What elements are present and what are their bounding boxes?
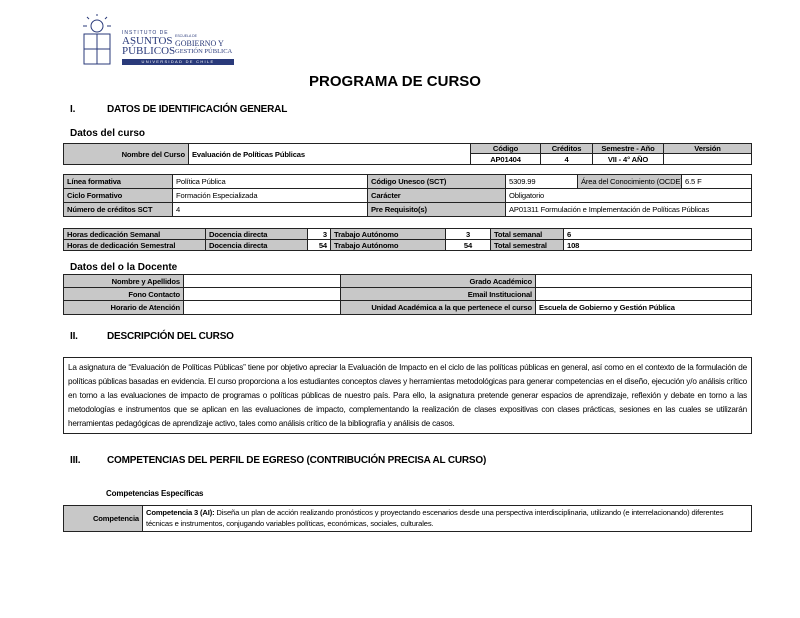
competencia-value: Competencia 3 (AI): Diseña un plan de ac… (142, 505, 752, 532)
auto-value: 54 (445, 239, 491, 251)
email-label: Email Institucional (340, 287, 536, 301)
email-value[interactable] (535, 287, 752, 301)
sct-label: Número de créditos SCT (63, 202, 173, 217)
version-value (663, 153, 752, 165)
competencia-text: Diseña un plan de acción realizando pron… (146, 508, 724, 528)
total-label: Total semestral (490, 239, 564, 251)
hours-semester-label: Horas de dedicación Semestral (63, 239, 206, 251)
sct-value: 4 (172, 202, 368, 217)
linea-label: Línea formativa (63, 174, 173, 189)
unesco-label: Código Unesco (SCT) (367, 174, 506, 189)
teacher-name-label: Nombre y Apellidos (63, 274, 184, 288)
degree-label: Grado Académico (340, 274, 536, 288)
section-number: I. (70, 104, 76, 115)
subheading: Datos del curso (70, 128, 146, 139)
section-heading: DATOS DE IDENTIFICACIÓN GENERAL (107, 104, 288, 115)
linea-value: Política Pública (172, 174, 368, 189)
phone-value[interactable] (183, 287, 341, 301)
logo-text: GESTIÓN PÚBLICA (175, 48, 233, 55)
unesco-value: 5309.99 (505, 174, 578, 189)
subheading: Competencias Específicas (106, 489, 204, 498)
caracter-value: Obligatorio (505, 188, 752, 203)
logo-text: PÚBLICOS (122, 45, 176, 57)
degree-value[interactable] (535, 274, 752, 288)
teacher-name-value[interactable] (183, 274, 341, 288)
direct-label: Docencia directa (205, 239, 308, 251)
prereq-value: AP01311 Formulación e Implementación de … (505, 202, 752, 217)
office-hours-value[interactable] (183, 300, 341, 315)
phone-label: Fono Contacto (63, 287, 184, 301)
code-value: AP01404 (470, 153, 541, 165)
office-hours-label: Horario de Atención (63, 300, 184, 315)
course-name-value: Evaluación de Políticas Públicas (188, 143, 471, 165)
unit-label: Unidad Académica a la que pertenece el c… (340, 300, 536, 315)
semester-value: VII - 4° AÑO (592, 153, 664, 165)
prereq-label: Pre Requisito(s) (367, 202, 506, 217)
logo-text: ASUNTOS (122, 35, 173, 47)
course-name-label: Nombre del Curso (63, 143, 189, 165)
area-label: Área del Conocimiento (OCDE) (577, 174, 682, 189)
auto-label: Trabajo Autónomo (330, 239, 446, 251)
section-number: III. (70, 455, 81, 466)
course-description: La asignatura de “Evaluación de Política… (63, 357, 752, 434)
section-heading: COMPETENCIAS DEL PERFIL DE EGRESO (CONTR… (107, 455, 487, 466)
competencia-label: Competencia (63, 505, 143, 532)
caracter-label: Carácter (367, 188, 506, 203)
section-number: II. (70, 331, 78, 342)
university-seal-icon (83, 14, 111, 65)
logo-text: GOBIERNO Y (175, 39, 224, 48)
subheading: Datos del o la Docente (70, 262, 178, 273)
unit-value: Escuela de Gobierno y Gestión Pública (535, 300, 752, 315)
logo-text: UNIVERSIDAD DE CHILE (122, 59, 234, 65)
credits-value: 4 (540, 153, 593, 165)
logo-text: ESCUELA DE (175, 34, 197, 38)
section-heading: DESCRIPCIÓN DEL CURSO (107, 331, 234, 342)
institution-logo: INSTITUTO DE ASUNTOS PÚBLICOS ESCUELA DE… (80, 14, 240, 68)
ciclo-value: Formación Especializada (172, 188, 368, 203)
logo-text: INSTITUTO DE (122, 30, 169, 36)
direct-value: 54 (307, 239, 331, 251)
competencia-title: Competencia 3 (AI): (146, 508, 215, 517)
total-value: 108 (563, 239, 752, 251)
page-title: PROGRAMA DE CURSO (309, 73, 481, 90)
area-value: 6.5 F (681, 174, 752, 189)
ciclo-label: Ciclo Formativo (63, 188, 173, 203)
